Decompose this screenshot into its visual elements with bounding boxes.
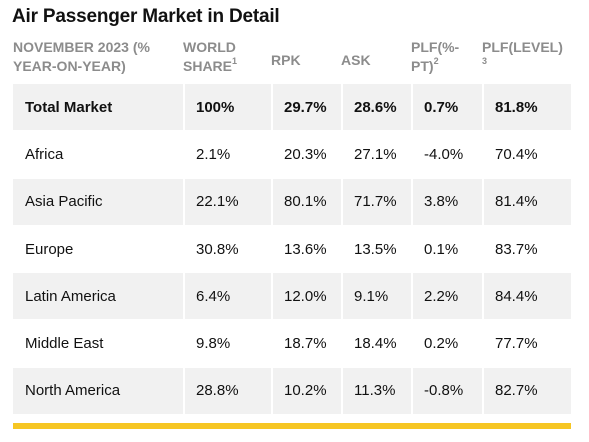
world-share-value: 28.8% [183, 367, 271, 415]
world-share-value: 30.8% [183, 225, 271, 273]
ask-value: 9.1% [341, 273, 411, 320]
region-name: North America [25, 382, 121, 400]
ask-value: 18.4% [341, 320, 411, 367]
header-november-2023: NOVEMBER 2023 (% YEAR-ON-YEAR) [13, 39, 150, 74]
footnote-3: 3 [482, 56, 488, 67]
table-header: NOVEMBER 2023 (% YEAR-ON-YEAR) WORLD SHA… [13, 36, 571, 84]
table-row-asia-pacific: Asia Pacific 22.1% 80.1% 71.7% 3.8% 81.4… [13, 178, 571, 226]
world-share-value: 6.4% [183, 273, 271, 320]
header-plf-level: PLF(LEVEL) 3 [482, 39, 563, 67]
plf-level-value: 83.7% [482, 225, 571, 273]
market-table: NOVEMBER 2023 (% YEAR-ON-YEAR) WORLD SHA… [13, 36, 571, 416]
plf-pt-value: 3.8% [411, 178, 482, 225]
plf-level-value: 70.4% [482, 131, 571, 178]
region-name: Africa [25, 145, 64, 163]
world-share-value: 22.1% [183, 178, 271, 225]
rpk-value: 80.1% [271, 178, 341, 225]
region-name: Europe [25, 240, 74, 258]
plf-pt-value: 0.1% [411, 225, 482, 273]
rpk-value: 29.7% [271, 84, 341, 131]
ask-value: 28.6% [341, 84, 411, 131]
rpk-value: 13.6% [271, 225, 341, 273]
rpk-value: 18.7% [271, 320, 341, 367]
table-row-middle-east: Middle East 9.8% 18.7% 18.4% 0.2% 77.7% [13, 320, 571, 368]
plf-pt-value: 0.2% [411, 320, 482, 367]
table-row-latin-america: Latin America 6.4% 12.0% 9.1% 2.2% 84.4% [13, 273, 571, 321]
region-name: Asia Pacific [25, 193, 103, 211]
world-share-value: 2.1% [183, 131, 271, 178]
footnote-1: 1 [232, 56, 238, 67]
table-row-africa: Africa 2.1% 20.3% 27.1% -4.0% 70.4% [13, 131, 571, 179]
ask-value: 11.3% [341, 367, 411, 415]
plf-pt-value: 2.2% [411, 273, 482, 320]
plf-level-value: 77.7% [482, 320, 571, 367]
header-world-share: WORLD SHARE1 [183, 39, 238, 74]
plf-pt-value: -4.0% [411, 131, 482, 178]
header-plf-pt: PLF(%-PT)2 [411, 39, 460, 74]
rpk-value: 12.0% [271, 273, 341, 320]
rpk-value: 20.3% [271, 131, 341, 178]
plf-level-value: 81.8% [482, 84, 571, 131]
world-share-value: 100% [183, 84, 271, 131]
footnote-2: 2 [433, 56, 439, 67]
table-row-total-market: Total Market 100% 29.7% 28.6% 0.7% 81.8% [13, 84, 571, 132]
accent-bar [13, 423, 571, 429]
plf-pt-value: 0.7% [411, 84, 482, 131]
ask-value: 13.5% [341, 225, 411, 273]
rpk-value: 10.2% [271, 367, 341, 415]
table-row-europe: Europe 30.8% 13.6% 13.5% 0.1% 83.7% [13, 225, 571, 274]
ask-value: 71.7% [341, 178, 411, 225]
header-rpk: RPK [271, 52, 301, 68]
table-row-north-america: North America 28.8% 10.2% 11.3% -0.8% 82… [13, 367, 571, 416]
header-ask: ASK [341, 52, 371, 68]
ask-value: 27.1% [341, 131, 411, 178]
world-share-value: 9.8% [183, 320, 271, 367]
region-name: Middle East [25, 335, 104, 353]
region-name: Total Market [25, 98, 113, 116]
plf-level-value: 81.4% [482, 178, 571, 225]
plf-pt-value: -0.8% [411, 367, 482, 415]
plf-level-value: 84.4% [482, 273, 571, 320]
region-name: Latin America [25, 287, 116, 305]
plf-level-value: 82.7% [482, 367, 571, 415]
page-title: Air Passenger Market in Detail [12, 6, 280, 27]
